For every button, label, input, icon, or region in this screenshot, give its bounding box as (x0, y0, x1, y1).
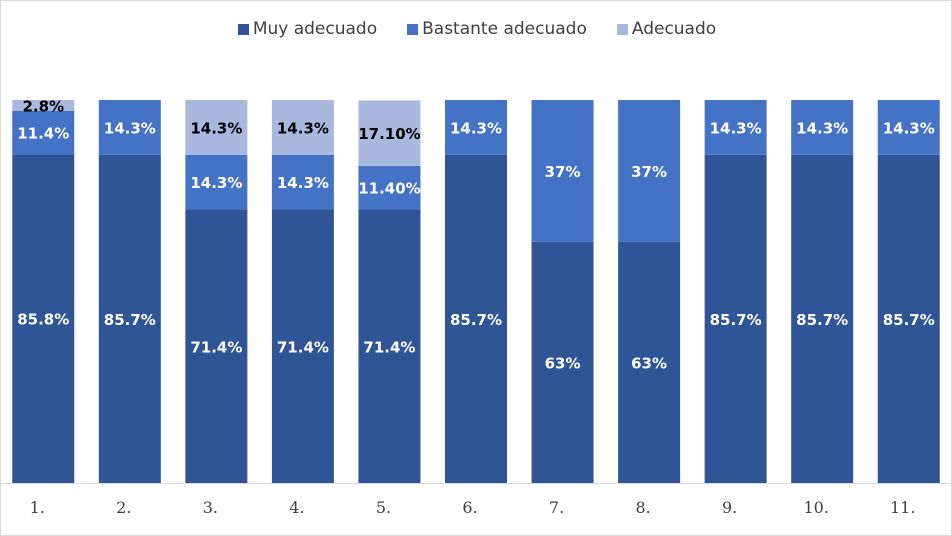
data-label-4-series-2: 14.3% (277, 174, 329, 192)
bar-segment-8-series-2 (618, 100, 681, 242)
bar-segment-3-series-2 (185, 154, 248, 210)
data-label-4-series-3: 14.3% (277, 119, 329, 137)
legend-item-bastante-adecuado: Bastante adecuado (407, 19, 587, 39)
bar-segment-2-series-1 (98, 154, 161, 484)
data-label-5-series-3: 17.10% (358, 125, 420, 143)
bar-segment-4-series-2 (271, 154, 334, 210)
bar-segment-11-series-1 (877, 154, 940, 484)
legend-item-muy-adecuado: Muy adecuado (237, 19, 378, 39)
category-label-1: 1. (30, 498, 45, 517)
legend-label-muy-adecuado: Muy adecuado (252, 19, 378, 39)
data-label-7-series-1: 63% (545, 354, 581, 372)
data-label-3-series-2: 14.3% (190, 174, 242, 192)
bar-segment-4-series-3 (271, 100, 334, 155)
data-label-4-series-1: 71.4% (277, 338, 329, 356)
bar-segment-10-series-2 (791, 100, 854, 155)
data-label-3-series-3: 14.3% (190, 119, 242, 137)
category-label-5: 5. (376, 498, 391, 517)
data-label-1-series-3: 2.8% (22, 97, 64, 115)
data-label-6-series-2: 14.3% (450, 119, 502, 137)
data-label-2-series-1: 85.7% (104, 311, 156, 329)
legend-item-adecuado: Adecuado (616, 19, 717, 39)
legend-swatch-adecuado (616, 23, 628, 35)
data-label-8-series-2: 37% (631, 163, 667, 181)
bar-segment-5-series-1 (358, 209, 421, 483)
bar-segment-9-series-2 (704, 100, 767, 155)
data-label-1-series-2: 11.4% (17, 125, 69, 143)
data-label-7-series-2: 37% (545, 163, 581, 181)
legend-label-adecuado: Adecuado (631, 19, 717, 39)
bar-segment-10-series-1 (791, 154, 854, 484)
legend-label-bastante-adecuado: Bastante adecuado (422, 19, 587, 39)
bar-segment-3-series-3 (185, 100, 248, 155)
data-label-2-series-2: 14.3% (104, 119, 156, 137)
bar-segment-3-series-1 (185, 209, 248, 483)
data-label-6-series-1: 85.7% (450, 311, 502, 329)
legend-swatch-bastante-adecuado (407, 23, 419, 35)
data-label-10-series-1: 85.7% (796, 311, 848, 329)
bar-segment-1-series-1 (12, 154, 75, 484)
category-label-4: 4. (289, 498, 304, 517)
data-label-8-series-1: 63% (631, 354, 667, 372)
bar-segment-1-series-3 (12, 100, 75, 111)
bar-segment-2-series-2 (98, 100, 161, 155)
data-label-9-series-1: 85.7% (710, 311, 762, 329)
bar-segment-9-series-1 (704, 154, 767, 484)
category-label-11: 11. (890, 498, 915, 517)
bar-segment-6-series-2 (445, 100, 507, 155)
bar-segment-6-series-1 (445, 154, 507, 484)
bar-segment-11-series-2 (877, 100, 940, 155)
bar-segment-5-series-2 (358, 165, 421, 210)
category-label-10: 10. (803, 498, 828, 517)
legend-swatch-muy-adecuado (237, 23, 249, 35)
category-label-2: 2. (116, 498, 131, 517)
category-label-9: 9. (722, 498, 737, 517)
bar-segment-1-series-2 (12, 110, 75, 155)
data-label-11-series-1: 85.7% (883, 311, 935, 329)
category-label-3: 3. (203, 498, 218, 517)
bar-segment-5-series-3 (358, 100, 421, 166)
category-label-7: 7. (549, 498, 564, 517)
data-label-9-series-2: 14.3% (710, 119, 762, 137)
category-label-6: 6. (462, 498, 477, 517)
data-label-1-series-1: 85.8% (17, 311, 69, 329)
bar-segment-8-series-1 (618, 241, 681, 483)
bar-segment-7-series-2 (531, 100, 594, 242)
data-label-3-series-1: 71.4% (190, 338, 242, 356)
legend: Muy adecuado Bastante adecuado Adecuado (1, 19, 952, 39)
data-label-5-series-2: 11.40% (358, 180, 420, 198)
data-label-10-series-2: 14.3% (796, 119, 848, 137)
data-label-11-series-2: 14.3% (883, 119, 935, 137)
bar-segment-7-series-1 (531, 241, 594, 483)
data-label-5-series-1: 71.4% (363, 338, 415, 356)
bar-segment-4-series-1 (271, 209, 334, 483)
category-label-8: 8. (635, 498, 650, 517)
